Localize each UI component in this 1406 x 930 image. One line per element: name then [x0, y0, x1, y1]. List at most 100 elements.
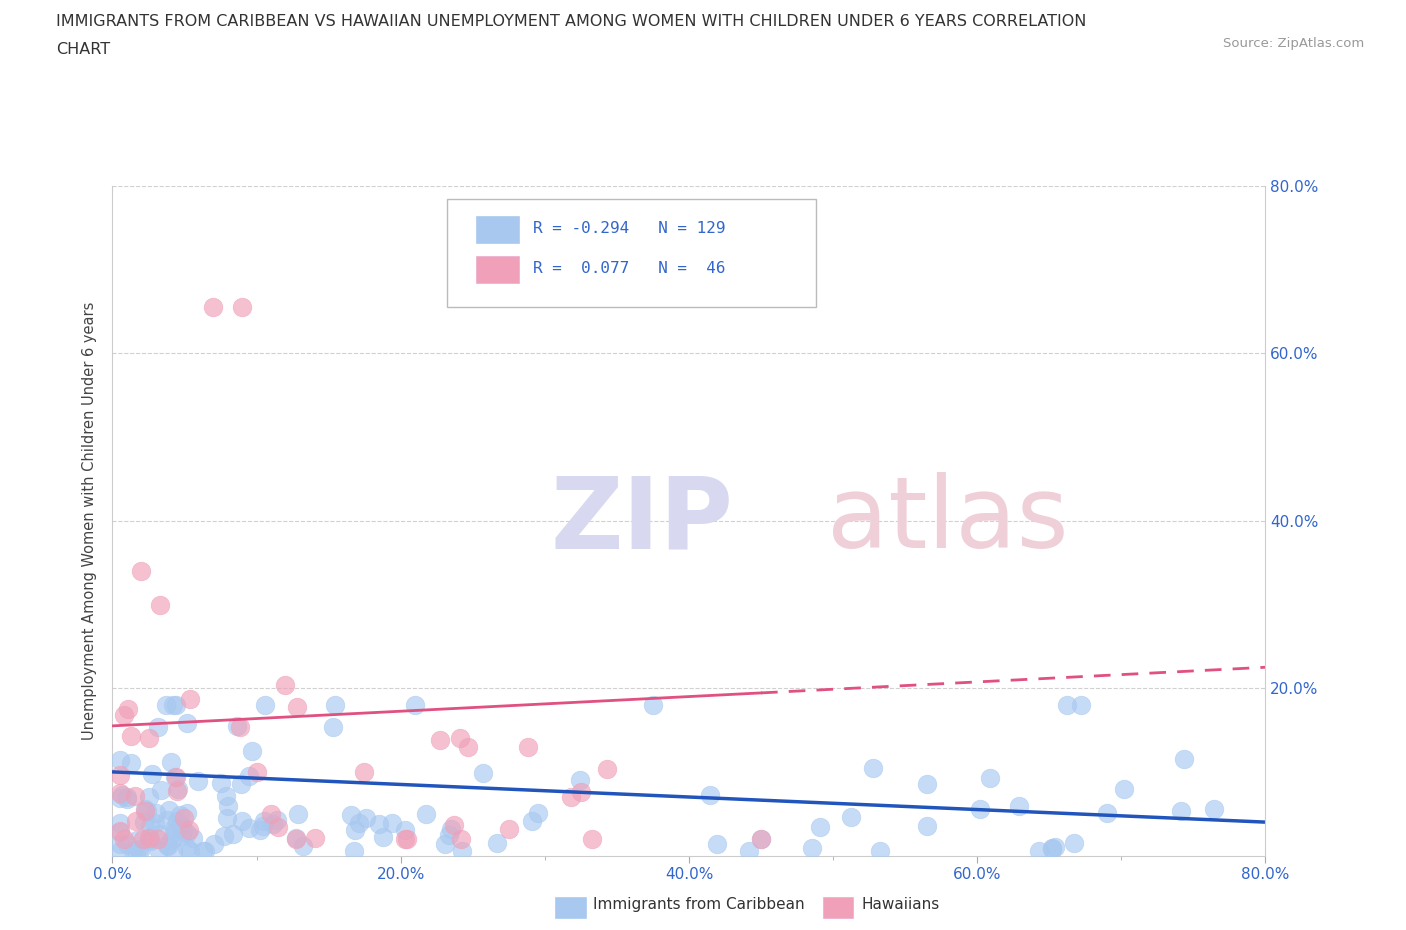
- Point: [262, 817, 284, 831]
- Point: [176, 825, 198, 840]
- Point: [527, 805, 550, 820]
- Point: [371, 830, 394, 844]
- Point: [581, 831, 603, 846]
- Point: [162, 831, 184, 846]
- Point: [165, 698, 187, 712]
- Point: [641, 698, 664, 712]
- Point: [108, 825, 131, 840]
- Point: [1056, 698, 1078, 712]
- Point: [108, 790, 131, 805]
- Point: [449, 731, 471, 746]
- Point: [143, 816, 166, 830]
- Point: [187, 774, 209, 789]
- Point: [146, 831, 169, 846]
- Point: [434, 837, 457, 852]
- Point: [267, 819, 290, 834]
- Point: [274, 678, 297, 693]
- Point: [486, 836, 509, 851]
- Point: [229, 719, 252, 734]
- Point: [149, 782, 172, 797]
- Point: [125, 832, 148, 847]
- Point: [242, 744, 264, 759]
- Point: [254, 698, 277, 712]
- Point: [1095, 805, 1118, 820]
- Point: [139, 818, 162, 833]
- Point: [202, 300, 225, 315]
- Point: [125, 813, 148, 828]
- Point: [124, 789, 146, 804]
- Point: [145, 805, 167, 820]
- Point: [516, 740, 538, 755]
- Point: [560, 790, 582, 804]
- Point: [839, 810, 862, 825]
- Point: [287, 806, 309, 821]
- Point: [176, 805, 198, 820]
- Point: [108, 844, 131, 858]
- Point: [394, 822, 416, 837]
- Point: [166, 784, 188, 799]
- Point: [1070, 698, 1092, 712]
- Point: [343, 844, 366, 859]
- Point: [159, 754, 181, 769]
- Point: [128, 842, 150, 857]
- Point: [969, 802, 991, 817]
- Point: [699, 788, 721, 803]
- Point: [217, 798, 239, 813]
- Point: [304, 830, 326, 845]
- Point: [231, 300, 253, 315]
- Point: [163, 820, 186, 835]
- Point: [155, 838, 177, 853]
- Point: [471, 765, 494, 780]
- Point: [246, 764, 269, 779]
- Point: [450, 831, 472, 846]
- Point: [166, 814, 188, 829]
- Point: [165, 769, 187, 784]
- Point: [1202, 802, 1225, 817]
- Point: [253, 814, 276, 829]
- Point: [596, 762, 619, 777]
- Point: [165, 824, 187, 839]
- Bar: [475, 216, 519, 243]
- Point: [457, 739, 479, 754]
- Point: [437, 828, 460, 843]
- Point: [212, 829, 235, 844]
- Point: [862, 761, 884, 776]
- Point: [162, 698, 184, 712]
- Point: [155, 698, 177, 712]
- Point: [231, 814, 253, 829]
- Point: [291, 839, 314, 854]
- Point: [439, 822, 461, 837]
- Point: [162, 844, 184, 859]
- Point: [108, 786, 131, 801]
- Point: [380, 816, 402, 830]
- Point: [322, 719, 344, 734]
- Point: [173, 810, 195, 825]
- Point: [179, 691, 201, 706]
- Point: [1063, 836, 1085, 851]
- Point: [163, 769, 186, 784]
- Point: [169, 829, 191, 844]
- Point: [157, 803, 180, 817]
- Point: [108, 768, 131, 783]
- Point: [148, 844, 170, 859]
- Point: [1112, 782, 1135, 797]
- Point: [869, 844, 891, 859]
- Text: Source: ZipAtlas.com: Source: ZipAtlas.com: [1223, 37, 1364, 50]
- Point: [112, 708, 135, 723]
- Point: [979, 771, 1001, 786]
- Point: [1028, 844, 1050, 859]
- Point: [249, 822, 271, 837]
- Point: [132, 814, 155, 829]
- Point: [120, 728, 142, 743]
- Point: [1170, 804, 1192, 818]
- Point: [252, 818, 274, 833]
- Point: [706, 836, 728, 851]
- Text: atlas: atlas: [827, 472, 1069, 569]
- Point: [139, 833, 162, 848]
- Point: [266, 812, 288, 827]
- Point: [169, 807, 191, 822]
- Point: [451, 844, 474, 859]
- Point: [221, 827, 243, 842]
- Point: [148, 720, 170, 735]
- Point: [108, 816, 131, 830]
